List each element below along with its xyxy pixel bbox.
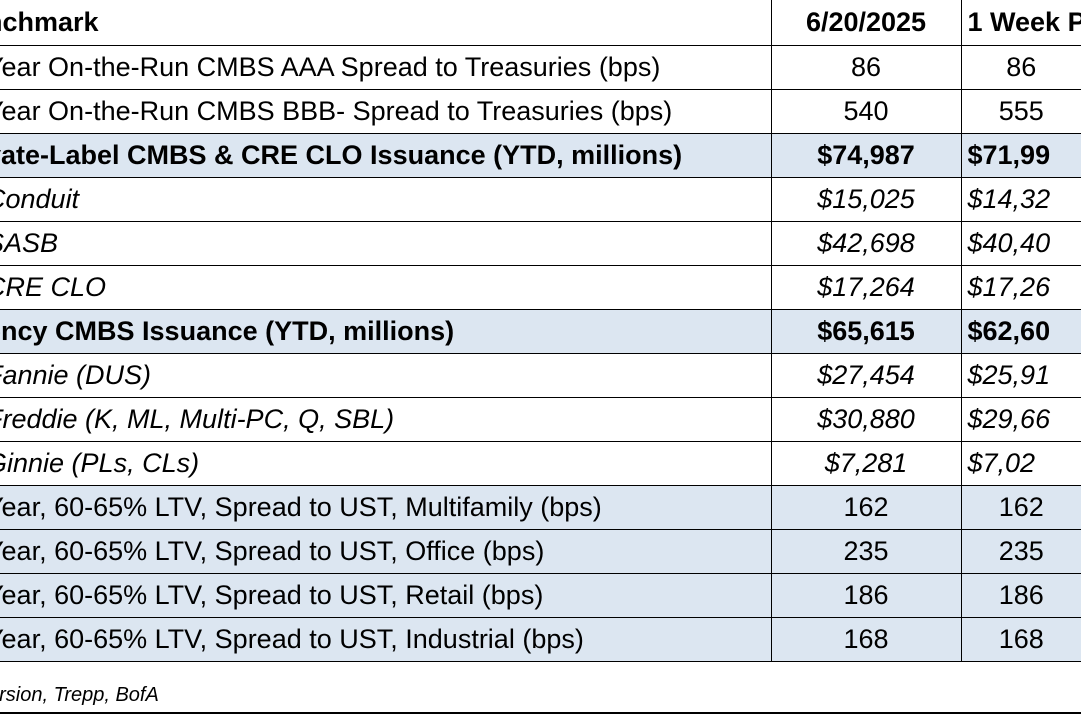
row-label: Year, 60-65% LTV, Spread to UST, Office … xyxy=(0,529,771,574)
row-value-current: 235 xyxy=(770,529,961,574)
table-row: Year, 60-65% LTV, Spread to UST, Multifa… xyxy=(0,485,1081,530)
row-value-week-prior: 235 xyxy=(960,529,1081,574)
row-value-current: 162 xyxy=(770,485,961,530)
table-row: Ginnie (PLs, CLs) $7,281 $7,02 xyxy=(0,441,1081,486)
benchmark-table: nchmark 6/20/2025 1 Week P Year On-the-R… xyxy=(0,0,1081,662)
row-value-week-prior: $17,26 xyxy=(960,265,1081,310)
row-label: Year On-the-Run CMBS AAA Spread to Treas… xyxy=(0,45,771,90)
row-value-week-prior: 186 xyxy=(960,573,1081,618)
section-label: ency CMBS Issuance (YTD, millions) xyxy=(0,309,771,354)
row-value-week-prior: 168 xyxy=(960,617,1081,662)
row-value-week-prior: $29,66 xyxy=(960,397,1081,442)
row-value-current: $65,615 xyxy=(770,309,961,354)
row-value-current: 186 xyxy=(770,573,961,618)
row-label: Fannie (DUS) xyxy=(0,353,771,398)
bottom-rule xyxy=(0,712,1081,714)
header-benchmark: nchmark xyxy=(0,0,771,46)
row-value-current: $30,880 xyxy=(770,397,961,442)
header-1-week-prior: 1 Week P xyxy=(960,0,1081,46)
table-row: Conduit $15,025 $14,32 xyxy=(0,177,1081,222)
row-value-current: 540 xyxy=(770,89,961,134)
table-row: SASB $42,698 $40,40 xyxy=(0,221,1081,266)
row-label: Ginnie (PLs, CLs) xyxy=(0,441,771,486)
row-value-week-prior: $7,02 xyxy=(960,441,1081,486)
row-value-current: $42,698 xyxy=(770,221,961,266)
row-value-current: $7,281 xyxy=(770,441,961,486)
header-date: 6/20/2025 xyxy=(770,0,961,46)
row-label: Year, 60-65% LTV, Spread to UST, Retail … xyxy=(0,573,771,618)
row-label: CRE CLO xyxy=(0,265,771,310)
row-label: Conduit xyxy=(0,177,771,222)
row-value-week-prior: $25,91 xyxy=(960,353,1081,398)
row-value-week-prior: $14,32 xyxy=(960,177,1081,222)
table-row: Year, 60-65% LTV, Spread to UST, Retail … xyxy=(0,573,1081,618)
row-value-week-prior: $71,99 xyxy=(960,133,1081,178)
source-note: ursion, Trepp, BofA xyxy=(0,684,159,706)
row-value-week-prior: $40,40 xyxy=(960,221,1081,266)
section-label: vate-Label CMBS & CRE CLO Issuance (YTD,… xyxy=(0,133,771,178)
row-value-current: $17,264 xyxy=(770,265,961,310)
row-label: Year, 60-65% LTV, Spread to UST, Multifa… xyxy=(0,485,771,530)
table-row: Year, 60-65% LTV, Spread to UST, Industr… xyxy=(0,617,1081,662)
section-row: vate-Label CMBS & CRE CLO Issuance (YTD,… xyxy=(0,133,1081,178)
row-value-week-prior: 86 xyxy=(960,45,1081,90)
row-label: Freddie (K, ML, Multi-PC, Q, SBL) xyxy=(0,397,771,442)
row-label: SASB xyxy=(0,221,771,266)
header-row: nchmark 6/20/2025 1 Week P xyxy=(0,0,1081,46)
table-row: Year On-the-Run CMBS AAA Spread to Treas… xyxy=(0,45,1081,90)
row-value-current: 168 xyxy=(770,617,961,662)
row-value-week-prior: 555 xyxy=(960,89,1081,134)
row-label: Year On-the-Run CMBS BBB- Spread to Trea… xyxy=(0,89,771,134)
row-value-current: $74,987 xyxy=(770,133,961,178)
table-row: Freddie (K, ML, Multi-PC, Q, SBL) $30,88… xyxy=(0,397,1081,442)
row-value-current: $15,025 xyxy=(770,177,961,222)
row-value-week-prior: $62,60 xyxy=(960,309,1081,354)
row-value-current: $27,454 xyxy=(770,353,961,398)
row-label: Year, 60-65% LTV, Spread to UST, Industr… xyxy=(0,617,771,662)
table-row: Fannie (DUS) $27,454 $25,91 xyxy=(0,353,1081,398)
table-row: Year, 60-65% LTV, Spread to UST, Office … xyxy=(0,529,1081,574)
row-value-week-prior: 162 xyxy=(960,485,1081,530)
row-value-current: 86 xyxy=(770,45,961,90)
table-row: Year On-the-Run CMBS BBB- Spread to Trea… xyxy=(0,89,1081,134)
section-row: ency CMBS Issuance (YTD, millions) $65,6… xyxy=(0,309,1081,354)
table-row: CRE CLO $17,264 $17,26 xyxy=(0,265,1081,310)
